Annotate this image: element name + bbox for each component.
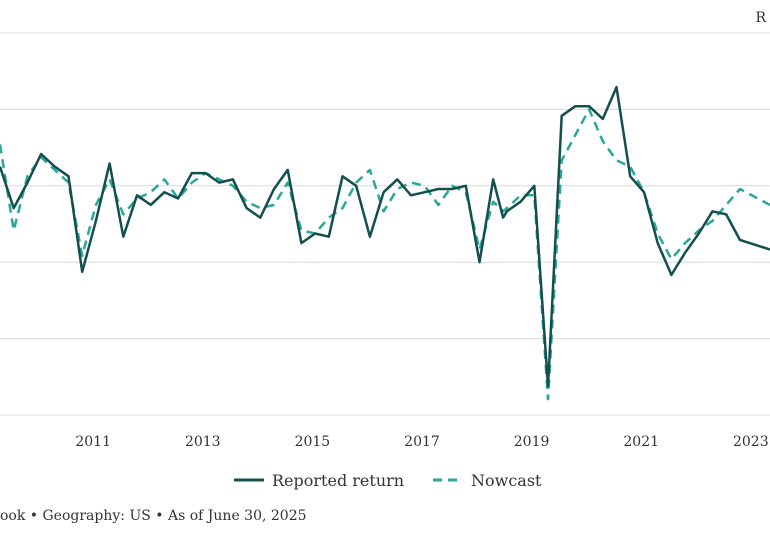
series-line-reported-return bbox=[0, 85, 770, 388]
x-tick-label-2019: 2019 bbox=[514, 434, 550, 450]
x-tick-label-2011: 2011 bbox=[75, 434, 111, 450]
legend: Reported return Nowcast bbox=[234, 471, 542, 490]
x-tick-label-2015: 2015 bbox=[295, 434, 331, 450]
footnote: ook • Geography: US • As of June 30, 202… bbox=[0, 508, 307, 524]
series-line-nowcast bbox=[0, 108, 770, 401]
x-tick-label-2013: 2013 bbox=[185, 434, 221, 450]
corner-label: R bbox=[755, 10, 766, 26]
x-tick-label-2023: 2023 bbox=[733, 434, 769, 450]
legend-item-nowcast: Nowcast bbox=[433, 471, 542, 490]
legend-label-reported-return: Reported return bbox=[272, 471, 404, 490]
x-axis-tick-labels: 2011 2013 2015 2017 2019 2021 2023 bbox=[75, 434, 768, 450]
x-tick-label-2021: 2021 bbox=[623, 434, 659, 450]
legend-item-reported-return: Reported return bbox=[234, 471, 404, 490]
legend-label-nowcast: Nowcast bbox=[471, 471, 542, 490]
gridlines bbox=[0, 32, 770, 416]
x-tick-label-2017: 2017 bbox=[404, 434, 440, 450]
series-lines bbox=[0, 85, 770, 401]
